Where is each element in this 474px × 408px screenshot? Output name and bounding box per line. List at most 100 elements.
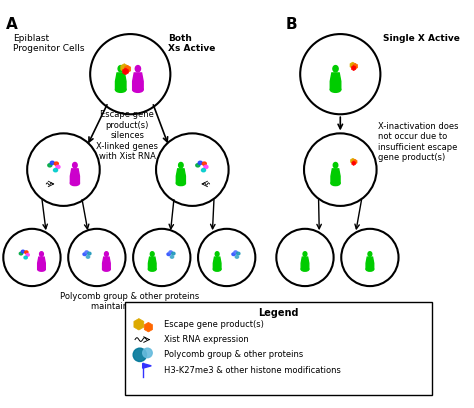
Ellipse shape <box>25 251 28 253</box>
Polygon shape <box>366 257 374 269</box>
Polygon shape <box>70 169 80 183</box>
Polygon shape <box>213 257 221 269</box>
Ellipse shape <box>116 87 126 92</box>
Text: Polycomb group & other proteins: Polycomb group & other proteins <box>164 350 303 359</box>
Ellipse shape <box>169 251 173 253</box>
Circle shape <box>133 348 146 361</box>
Polygon shape <box>37 257 46 269</box>
Ellipse shape <box>301 267 309 271</box>
Ellipse shape <box>54 169 57 172</box>
Ellipse shape <box>368 252 372 256</box>
Polygon shape <box>124 65 131 73</box>
Text: Single X Active: Single X Active <box>383 34 460 43</box>
Ellipse shape <box>196 164 200 167</box>
Polygon shape <box>352 161 356 165</box>
Ellipse shape <box>167 253 170 255</box>
Polygon shape <box>301 257 309 269</box>
Circle shape <box>3 229 61 286</box>
Circle shape <box>276 229 334 286</box>
Ellipse shape <box>133 87 143 92</box>
Polygon shape <box>331 169 340 183</box>
Polygon shape <box>353 63 357 69</box>
Ellipse shape <box>55 162 58 165</box>
Circle shape <box>300 34 381 114</box>
Ellipse shape <box>19 252 23 255</box>
Ellipse shape <box>37 267 46 271</box>
Ellipse shape <box>202 162 206 165</box>
Text: A: A <box>6 17 18 32</box>
Polygon shape <box>143 364 151 368</box>
Text: Escape gene
product(s)
silences
X-linked genes
with Xist RNA: Escape gene product(s) silences X-linked… <box>96 111 158 161</box>
Circle shape <box>68 229 126 286</box>
Circle shape <box>341 229 399 286</box>
Circle shape <box>304 133 376 206</box>
Ellipse shape <box>330 87 341 92</box>
Ellipse shape <box>179 162 183 168</box>
Ellipse shape <box>21 250 25 253</box>
Ellipse shape <box>104 252 109 256</box>
Ellipse shape <box>201 169 206 172</box>
Ellipse shape <box>70 181 80 186</box>
Ellipse shape <box>237 252 240 255</box>
Text: X-inactivation does
not occur due to
insufficient escape
gene product(s): X-inactivation does not occur due to ins… <box>378 122 459 162</box>
Ellipse shape <box>232 253 235 255</box>
Ellipse shape <box>102 267 110 271</box>
Ellipse shape <box>39 252 44 256</box>
Ellipse shape <box>235 255 238 258</box>
Ellipse shape <box>85 251 88 253</box>
Circle shape <box>143 348 152 358</box>
Polygon shape <box>352 66 356 71</box>
Polygon shape <box>330 73 341 90</box>
Circle shape <box>27 133 100 206</box>
Ellipse shape <box>24 256 27 259</box>
Text: Epiblast
Progenitor Cells: Epiblast Progenitor Cells <box>13 34 84 53</box>
Ellipse shape <box>73 162 77 168</box>
Ellipse shape <box>150 252 154 256</box>
Ellipse shape <box>366 267 374 271</box>
Polygon shape <box>133 73 143 90</box>
Polygon shape <box>134 319 144 330</box>
Ellipse shape <box>50 161 55 164</box>
Circle shape <box>156 133 228 206</box>
Polygon shape <box>116 73 126 90</box>
Ellipse shape <box>333 66 338 72</box>
Ellipse shape <box>176 181 185 186</box>
Text: Both
Xs Active: Both Xs Active <box>168 34 216 53</box>
Circle shape <box>90 34 170 114</box>
Ellipse shape <box>118 66 123 72</box>
Text: H3-K27me3 & other histone modifications: H3-K27me3 & other histone modifications <box>164 366 340 375</box>
Ellipse shape <box>172 252 175 255</box>
Ellipse shape <box>148 267 156 271</box>
Text: Legend: Legend <box>258 308 299 318</box>
Polygon shape <box>176 169 185 183</box>
Ellipse shape <box>303 252 307 256</box>
Ellipse shape <box>198 161 202 164</box>
Circle shape <box>133 229 191 286</box>
Ellipse shape <box>48 164 52 167</box>
Polygon shape <box>144 322 153 332</box>
Ellipse shape <box>56 165 60 169</box>
Text: Escape gene product(s): Escape gene product(s) <box>164 320 264 329</box>
Ellipse shape <box>331 181 340 186</box>
Polygon shape <box>350 62 356 69</box>
FancyBboxPatch shape <box>125 302 432 395</box>
Ellipse shape <box>204 165 208 169</box>
Text: B: B <box>286 17 298 32</box>
Ellipse shape <box>86 255 90 258</box>
Ellipse shape <box>26 253 29 256</box>
Polygon shape <box>121 64 128 72</box>
Ellipse shape <box>215 252 219 256</box>
Circle shape <box>198 229 255 286</box>
Ellipse shape <box>83 253 86 255</box>
Ellipse shape <box>135 66 140 72</box>
Polygon shape <box>123 68 128 75</box>
Polygon shape <box>102 257 110 269</box>
Ellipse shape <box>333 162 338 168</box>
Text: Xist RNA expression: Xist RNA expression <box>164 335 248 344</box>
Polygon shape <box>353 160 357 164</box>
Ellipse shape <box>213 267 221 271</box>
Ellipse shape <box>88 252 91 255</box>
Ellipse shape <box>170 255 173 258</box>
Text: Polycomb group & other proteins
maintain silencing: Polycomb group & other proteins maintain… <box>60 292 199 311</box>
Polygon shape <box>351 158 355 164</box>
